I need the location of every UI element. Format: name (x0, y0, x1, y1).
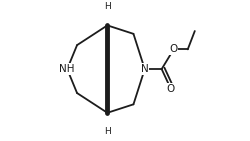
Text: N: N (141, 64, 148, 74)
Text: O: O (167, 84, 175, 94)
Text: O: O (170, 44, 178, 54)
Text: H: H (104, 2, 111, 11)
Text: H: H (104, 127, 111, 136)
Text: NH: NH (60, 64, 75, 74)
